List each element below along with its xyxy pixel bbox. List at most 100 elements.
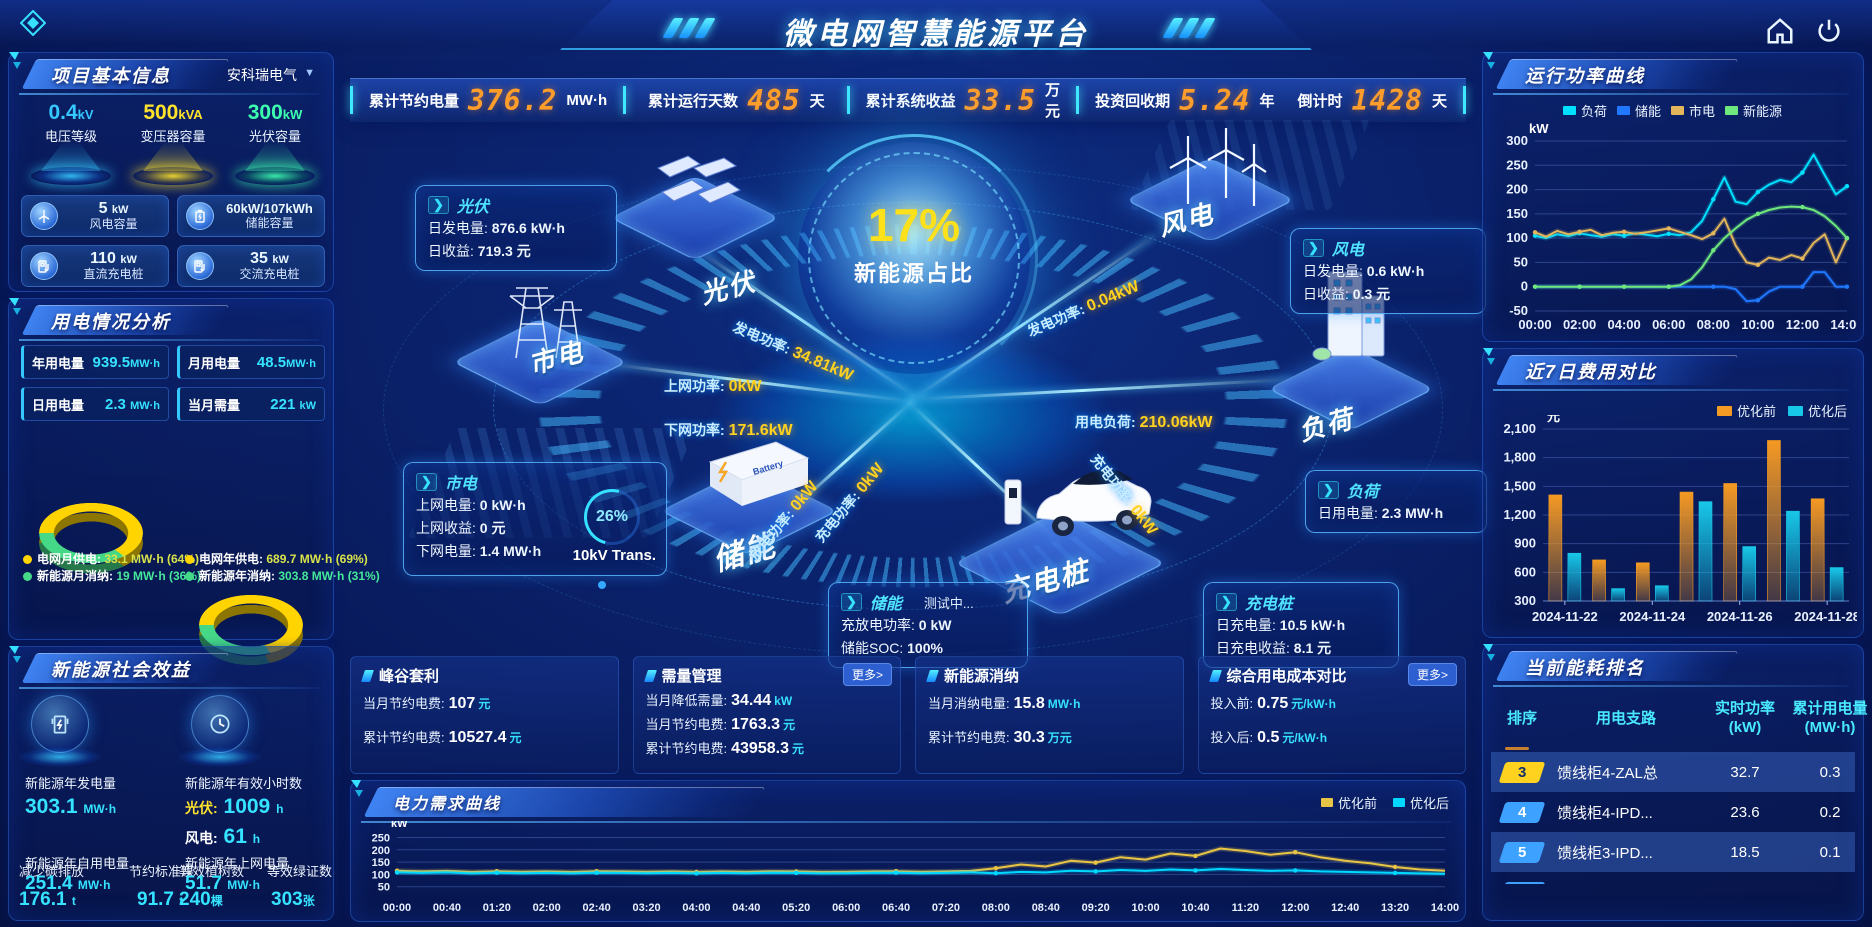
transformer-label: 10kV Trans. (572, 547, 656, 564)
table-row[interactable]: 5 馈线柜3-IPD... 18.5 0.1 (1491, 832, 1855, 872)
svg-text:kW: kW (1529, 121, 1549, 136)
carousel-dot[interactable] (598, 581, 606, 589)
chevron-right-icon: ❯ (416, 473, 437, 491)
month-demand: 当月需量 221 kW (177, 387, 325, 421)
usage-analysis-panel: 用电情况分析 年用电量 939.5MW·h 月用电量 48.5MW·h 日用电量 2.… (7, 296, 380, 666)
hours-label: 新能源年有效小时数 (185, 776, 303, 791)
svg-text:04:40: 04:40 (732, 902, 760, 914)
svg-text:01:20: 01:20 (483, 902, 511, 914)
legend-item: 储能 (1617, 101, 1661, 120)
load-info-box: ❯ 负荷 日用电量: 2.3 MW·h (1305, 470, 1487, 533)
cost-legend: 优化前 优化后 (1716, 401, 1847, 420)
svg-text:kW: kW (391, 821, 408, 830)
grid-info-box: ❯ 市电 上网电量: 0 kW·h 上网收益: 0 元 下网电量: 1.4 MW·… (403, 462, 667, 589)
svg-text:12:00: 12:00 (1281, 902, 1309, 914)
coal-value: 91.7 t (137, 889, 184, 910)
power-legend: 负荷 储能 市电 新能源 (1563, 101, 1782, 120)
svg-text:1,500: 1,500 (1503, 478, 1536, 493)
panel-corner-icon (1481, 346, 1503, 373)
self-use-label: 新能源年自用电量 (25, 856, 130, 871)
home-icon[interactable] (1765, 16, 1795, 46)
brand-logo-icon (19, 9, 47, 41)
dc-charger-chip: 110 kW 直流充电桩 (21, 245, 169, 287)
svg-text:2024-11-26: 2024-11-26 (1707, 609, 1773, 624)
company-select[interactable]: 安科瑞电气 (227, 67, 297, 83)
svg-text:50: 50 (378, 882, 390, 894)
kpi-label: 倒计时 (1297, 92, 1343, 110)
chevron-down-icon[interactable]: ▼ (304, 67, 315, 79)
power-chart: -50 0 50 100 150 200 250 300 kW 00:00 02:00 04:00 06… (1491, 115, 1863, 340)
svg-text:250: 250 (1506, 157, 1528, 172)
kpi-bar: 累计节约电量 376.2 MW·h 累计运行天数 485 天 累计系统收益 33… (350, 78, 1466, 122)
svg-text:14:00: 14:00 (1431, 902, 1459, 914)
cost-more-button[interactable]: 更多> (1407, 663, 1457, 686)
svg-text:06:00: 06:00 (1652, 317, 1685, 332)
kpi-payback: 投资回收期 5.24 年 倒计时 1428 天 (1079, 84, 1463, 117)
pedestal-unit: kVA (178, 107, 203, 122)
power-icon[interactable] (1814, 16, 1844, 46)
kpi-value: 5.24 (1179, 83, 1251, 117)
pv-info-box: ❯ 光伏 日发电量: 876.6 kW·h 日收益: 719.3 元 (415, 185, 617, 271)
svg-text:200: 200 (372, 845, 390, 857)
hours-clock-icon (191, 695, 249, 753)
svg-text:06:40: 06:40 (882, 902, 910, 914)
svg-text:100: 100 (1506, 230, 1528, 245)
storage-status: 测试中... (923, 595, 974, 611)
co2-value: 176.1 t (19, 889, 76, 910)
panel-corner-icon (7, 644, 29, 671)
cert-label: 等效绿证数 (267, 864, 333, 879)
legend-item: 优化后 (1392, 793, 1449, 812)
svg-text:10:00: 10:00 (1741, 317, 1774, 332)
table-row[interactable]: 3 馈线柜4-ZAL总 32.7 0.3 (1491, 752, 1855, 792)
pedestal-label: 光伏容量 (248, 129, 301, 144)
peak-valley-card: 峰谷套利 当月节约电费: 107 元 累计节约电费: 10527.4 元 (350, 656, 619, 774)
wind-hours: 风电: 61 h (185, 825, 261, 848)
grid-dot-icon (23, 555, 32, 564)
svg-text:04:00: 04:00 (1608, 317, 1641, 332)
kpi-label: 累计节约电量 (369, 92, 460, 110)
tree-label: 等效植树数 (179, 864, 245, 879)
legend-item: 新能源 (1725, 101, 1782, 120)
page-title: 微电网智慧能源平台 (783, 18, 1089, 51)
pedestal-value: 0.4 (48, 101, 78, 124)
battery-icon (186, 202, 214, 230)
dc-charger-icon (30, 252, 58, 280)
demand-chart: 50 100 150 200 250 kW 00:00 00:40 01:20 02:00 02:4… (357, 818, 1459, 922)
svg-text:11:20: 11:20 (1232, 902, 1260, 914)
kpi-unit: MW·h (566, 91, 608, 109)
grid-dot-icon (185, 555, 194, 564)
transformer-gauge: 26% (584, 489, 640, 545)
panel-corner-icon (7, 296, 29, 323)
svg-text:2024-11-24: 2024-11-24 (1619, 609, 1686, 624)
kpi-unit: 年 (1259, 92, 1275, 110)
self-use-value: 251.4 MW·h (25, 873, 111, 894)
panel-title: 运行功率曲线 (1525, 66, 1645, 86)
flow-grid-up: 上网功率: 0kW (664, 378, 762, 395)
month-donut-legend: 电网月供电: 33.1 MW·h (64%) 新能源月消纳: 19 MW·h (… (23, 551, 201, 585)
svg-text:2024-11-22: 2024-11-22 (1532, 609, 1598, 624)
pedestal-unit: kV (77, 107, 94, 122)
svg-text:08:00: 08:00 (982, 902, 1010, 914)
green-dot-icon (185, 572, 194, 581)
panel-corner-icon (1481, 642, 1503, 669)
pedestal-value: 500 (143, 101, 179, 124)
svg-text:00:00: 00:00 (383, 902, 411, 914)
panel-title: 近7日费用对比 (1525, 362, 1658, 382)
svg-text:09:20: 09:20 (1082, 902, 1110, 914)
svg-text:2,100: 2,100 (1503, 421, 1536, 436)
renewable-percent: 17% (867, 199, 961, 251)
demand-more-button[interactable]: 更多> (842, 663, 892, 686)
wind-turbines-icon (1158, 118, 1268, 223)
chevron-right-icon: ❯ (1318, 481, 1339, 499)
month-usage: 月用电量 48.5MW·h (177, 345, 325, 379)
battery-container-icon: Battery (692, 428, 822, 523)
renewable-percent-label: 新能源占比 (853, 261, 974, 286)
table-row[interactable]: 6 馈线柜6-IPD 22.7 0.1 (1491, 872, 1855, 884)
svg-text:1,200: 1,200 (1503, 507, 1536, 522)
pedestal-label: 变压器容量 (140, 129, 206, 144)
kpi-value: 485 (747, 83, 801, 117)
social-benefit-panel: 新能源社会效益 新能源年发电量 303.1 MW·h 新能源年有效小时数 光伏:… (8, 646, 334, 921)
ev-car-icon (985, 440, 1165, 555)
table-row[interactable]: 4 馈线柜4-IPD... 23.6 0.2 (1491, 792, 1855, 832)
chevron-right-icon: ❯ (1216, 593, 1237, 611)
